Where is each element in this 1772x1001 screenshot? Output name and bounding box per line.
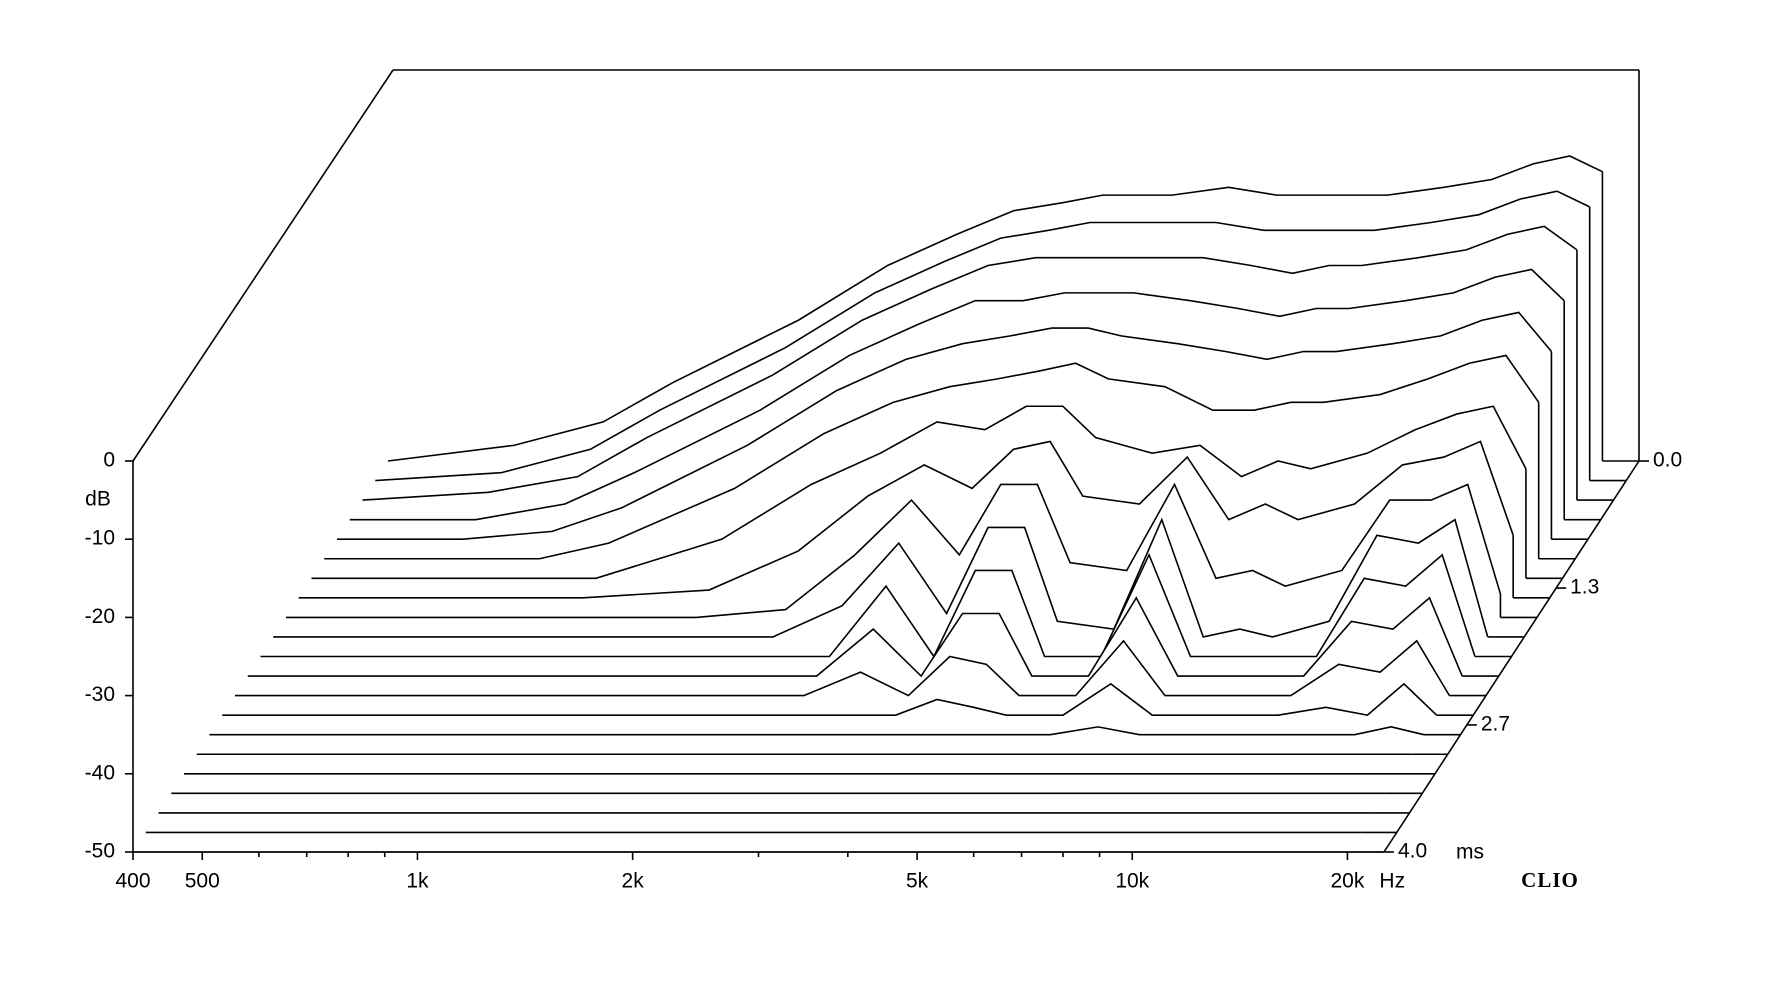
z-tick-label: 4.0 bbox=[1398, 840, 1427, 863]
y-tick-label: -40 bbox=[85, 761, 115, 784]
decay-slice bbox=[375, 190, 1591, 482]
slice-fill bbox=[247, 597, 1499, 677]
slice-fill bbox=[260, 554, 1512, 657]
decay-slice bbox=[349, 268, 1565, 521]
decay-slice bbox=[337, 311, 1553, 541]
slice-fill bbox=[286, 484, 1537, 618]
z-axis-unit: ms bbox=[1456, 841, 1484, 864]
decay-slice bbox=[387, 155, 1603, 462]
x-tick-label: 400 bbox=[115, 870, 150, 893]
z-tick-label: 1.3 bbox=[1570, 576, 1599, 599]
x-axis-unit: Hz bbox=[1379, 870, 1405, 893]
y-tick-label: 0 bbox=[103, 449, 115, 472]
decay-slice bbox=[311, 405, 1527, 580]
decay-slice bbox=[235, 639, 1451, 697]
y-axis-label: dB bbox=[85, 488, 111, 511]
decay-slice bbox=[286, 482, 1502, 619]
y-tick-label: -10 bbox=[85, 527, 115, 550]
decay-slice bbox=[222, 682, 1438, 717]
slice-fill bbox=[235, 640, 1486, 696]
slice-fill bbox=[209, 726, 1461, 735]
decay-slice bbox=[209, 726, 1425, 736]
slice-fill bbox=[273, 519, 1525, 637]
z-tick-label: 0.0 bbox=[1653, 449, 1682, 472]
x-tick-label: 5k bbox=[906, 870, 929, 893]
x-tick-label: 500 bbox=[185, 870, 220, 893]
decay-slice bbox=[273, 517, 1489, 638]
decay-slice bbox=[247, 596, 1463, 678]
y-tick-label: -50 bbox=[85, 840, 115, 863]
x-tick-label: 20k bbox=[1331, 870, 1365, 893]
x-tick-label: 2k bbox=[622, 870, 645, 893]
y-tick-label: -30 bbox=[85, 683, 115, 706]
brand: CLIO bbox=[1521, 868, 1579, 892]
decay-slice bbox=[362, 225, 1578, 501]
x-tick-label: 10k bbox=[1115, 870, 1149, 893]
x-tick-label: 1k bbox=[406, 870, 429, 893]
y-tick-label: -20 bbox=[85, 605, 115, 628]
decay-slice bbox=[298, 440, 1514, 599]
frame-edge bbox=[132, 69, 394, 462]
z-tick-label: 2.7 bbox=[1481, 712, 1510, 735]
decay-slice bbox=[324, 354, 1540, 560]
decay-slice bbox=[260, 552, 1476, 659]
